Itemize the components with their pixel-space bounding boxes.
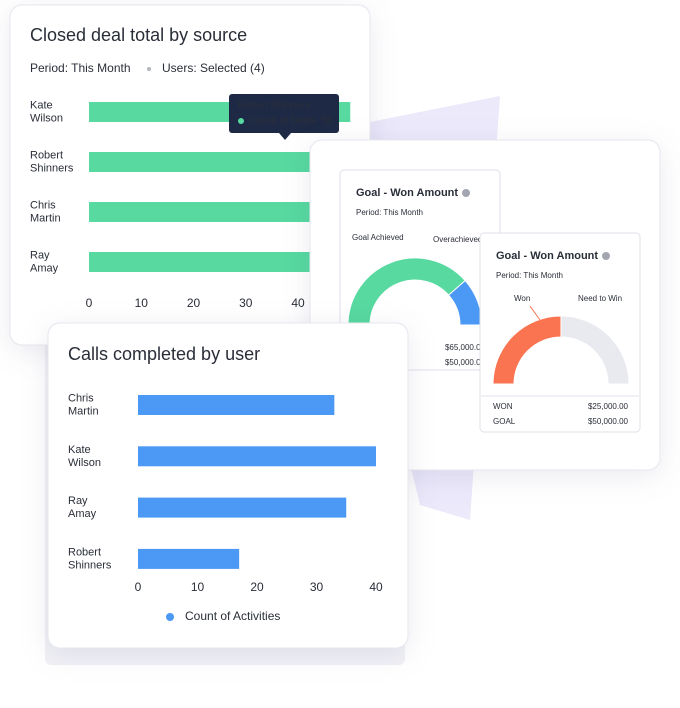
filter: Period: This Month bbox=[30, 61, 131, 75]
gauge-title: Goal - Won Amount bbox=[496, 250, 598, 262]
label-line: Robert bbox=[68, 546, 104, 558]
row-value: $50,000.00 bbox=[445, 358, 486, 367]
row-name: WON bbox=[493, 402, 513, 411]
bar bbox=[138, 548, 240, 569]
x-tick-label: 30 bbox=[239, 296, 253, 310]
x-tick-label: 10 bbox=[191, 580, 205, 594]
bar bbox=[138, 497, 347, 518]
gauge-subtitle: Period: This Month bbox=[496, 271, 563, 280]
label-leader bbox=[529, 305, 541, 321]
goal-card-2: Goal - Won Amount Period: This Month Won Ne… bbox=[479, 232, 641, 433]
tooltip-marker bbox=[238, 118, 244, 124]
help-icon bbox=[462, 189, 470, 197]
tooltip-value: 58 bbox=[321, 116, 333, 127]
segment-label: Need to Win bbox=[578, 294, 622, 303]
bar bbox=[138, 446, 376, 467]
label-line: Chris bbox=[68, 392, 97, 404]
segment-label: Overachieved bbox=[433, 235, 482, 244]
label-line: Amay bbox=[68, 508, 97, 520]
gauge-title: Goal - Won Amount bbox=[356, 187, 458, 199]
label-line: Shinners bbox=[68, 559, 112, 571]
legend-label: Count of Activities bbox=[185, 609, 280, 623]
card bbox=[47, 322, 409, 649]
bar bbox=[138, 395, 335, 415]
x-tick-label: 40 bbox=[369, 580, 383, 594]
x-tick-label: 30 bbox=[310, 580, 324, 594]
chart-title: Calls completed by user bbox=[68, 344, 260, 364]
help-icon bbox=[602, 252, 610, 260]
bar bbox=[89, 202, 377, 222]
category-label: Kate Wilson bbox=[68, 444, 101, 469]
calls-card: Calls completed by user Chris Martin Kate … bbox=[47, 322, 409, 649]
category-label: Ray Amay bbox=[68, 495, 97, 520]
category-label: Chris Martin bbox=[30, 199, 61, 224]
label-line: Kate bbox=[68, 444, 94, 456]
tooltip bbox=[229, 94, 339, 133]
category-label: Chris Martin bbox=[68, 392, 99, 417]
row-name: GOAL bbox=[493, 417, 516, 426]
category-label: Kate Wilson bbox=[30, 99, 63, 124]
category-label: Robert Shinners bbox=[30, 149, 74, 174]
row-value: $25,000.00 bbox=[588, 402, 629, 411]
row-value: $50,000.00 bbox=[588, 417, 629, 426]
gauge-subtitle: Period: This Month bbox=[356, 208, 423, 217]
label-line: Martin bbox=[68, 405, 99, 417]
label-line: Chris bbox=[30, 199, 59, 211]
separator-dot bbox=[147, 67, 151, 71]
segment-label: Won bbox=[514, 294, 530, 303]
label-line: Martin bbox=[30, 212, 61, 224]
label-line: Wilson bbox=[68, 457, 101, 469]
tooltip-label: Count of Deals bbox=[250, 116, 316, 127]
x-tick-label: 0 bbox=[135, 580, 142, 594]
label-line: Robert bbox=[30, 149, 66, 161]
label-line: Wilson bbox=[30, 112, 63, 124]
tooltip-arrow bbox=[279, 133, 291, 140]
x-tick-label: 20 bbox=[250, 580, 264, 594]
x-tick-label: 20 bbox=[187, 296, 201, 310]
x-tick-label: 10 bbox=[135, 296, 149, 310]
label-line: Shinners bbox=[30, 162, 74, 174]
label-line: Kate bbox=[30, 99, 56, 111]
chart-title: Closed deal total by source bbox=[30, 25, 247, 45]
label-line: Amay bbox=[30, 262, 59, 274]
row-value: $65,000.00 bbox=[445, 343, 486, 352]
segment-label: Goal Achieved bbox=[352, 233, 404, 242]
label-line: Ray bbox=[30, 249, 53, 261]
category-label: Robert Shinners bbox=[68, 546, 112, 571]
legend-marker bbox=[166, 613, 174, 621]
tooltip-title: Robert Shinners bbox=[238, 101, 310, 112]
filter: Users: Selected (4) bbox=[162, 61, 265, 75]
category-label: Ray Amay bbox=[30, 249, 59, 274]
x-tick-label: 40 bbox=[291, 296, 305, 310]
gauge-segment bbox=[560, 315, 630, 385]
bar bbox=[89, 252, 361, 272]
x-tick-label: 0 bbox=[86, 296, 93, 310]
label-line: Ray bbox=[68, 495, 91, 507]
